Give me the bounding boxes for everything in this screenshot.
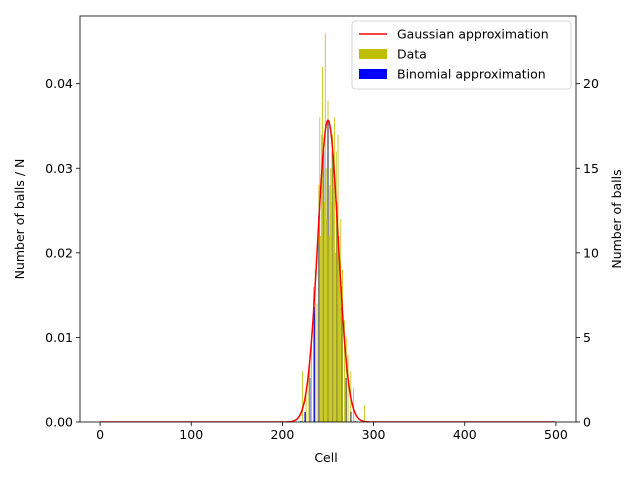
y-right-tick-label: 15 [583, 161, 599, 176]
y-right-tick-label: 10 [583, 245, 599, 260]
data-bar [327, 100, 329, 422]
data-bar [326, 219, 328, 422]
data-bar [336, 202, 338, 422]
y-left-tick-label: 0.01 [45, 330, 73, 345]
data-bar [316, 303, 318, 422]
data-bar [344, 320, 345, 422]
legend: Gaussian approximation Data Binomial app… [351, 20, 572, 90]
data-bar [364, 405, 365, 422]
legend-gaussian-label: Gaussian approximation [397, 27, 549, 42]
data-bar [345, 337, 347, 422]
y-axis-left: 0.00 0.01 0.02 0.03 0.04 [45, 76, 80, 430]
legend-binomial-swatch [359, 69, 387, 79]
data-bar [341, 286, 343, 422]
x-tick-label: 400 [453, 427, 477, 442]
data-bar [330, 168, 332, 422]
data-bar [329, 185, 331, 422]
legend-box [351, 20, 572, 90]
y-axis-left-label: Number of balls / N [12, 159, 27, 280]
y-axis-right-label: Number of balls [609, 169, 624, 268]
legend-data-label: Data [397, 47, 427, 62]
data-bar [332, 134, 333, 422]
data-bar [309, 354, 311, 422]
data-bar [331, 202, 333, 422]
binomial-bar [354, 421, 357, 422]
data-bar [308, 371, 310, 422]
data-bar [311, 337, 312, 422]
gaussian-line [100, 118, 556, 422]
data-bar [333, 219, 334, 422]
y-left-tick-label: 0.03 [45, 161, 73, 176]
data-bar [338, 235, 340, 422]
x-tick-label: 500 [544, 427, 568, 442]
data-bar [319, 117, 321, 422]
x-tick-label: 200 [270, 427, 294, 442]
data-bar [328, 235, 330, 422]
y-left-tick-label: 0.02 [45, 245, 73, 260]
y-left-tick-label: 0.04 [45, 76, 73, 91]
x-tick-label: 100 [179, 427, 203, 442]
y-axis-right: 0 5 10 15 20 [576, 76, 599, 430]
data-bar [353, 388, 354, 422]
binomial-bar [313, 306, 316, 422]
y-left-tick-label: 0.00 [45, 415, 73, 430]
data-bar [337, 134, 339, 422]
data-bar [322, 66, 323, 422]
x-axis: 0 100 200 300 400 500 [96, 422, 568, 442]
data-bar [333, 117, 335, 422]
data-bar [342, 269, 343, 422]
data-bar [347, 354, 349, 422]
data-bar [335, 151, 337, 422]
data-bar [339, 269, 341, 422]
data-bar [323, 202, 325, 422]
data-bar [313, 286, 314, 422]
plot-frame [79, 15, 577, 423]
y-right-tick-label: 5 [583, 330, 591, 345]
x-tick-label: 0 [96, 427, 104, 442]
y-right-tick-label: 0 [583, 415, 591, 430]
data-bar [340, 219, 342, 422]
data-bar [318, 185, 320, 422]
data-bar [321, 134, 323, 422]
data-bar [324, 32, 326, 422]
data-bar [320, 235, 322, 422]
legend-data-swatch [359, 49, 387, 59]
binomial-bar [304, 411, 306, 422]
data-bar [305, 388, 307, 422]
data-bar [302, 371, 303, 422]
data-bar [325, 168, 327, 422]
x-tick-label: 300 [362, 427, 386, 442]
data-bar [334, 252, 336, 422]
data-bar [314, 269, 316, 422]
data-bar [323, 151, 324, 422]
y-right-tick-label: 20 [583, 76, 599, 91]
binomial-bar [299, 421, 302, 422]
x-axis-label: Cell [314, 450, 337, 465]
legend-binomial-label: Binomial approximation [397, 67, 546, 82]
data-bars [302, 32, 365, 422]
